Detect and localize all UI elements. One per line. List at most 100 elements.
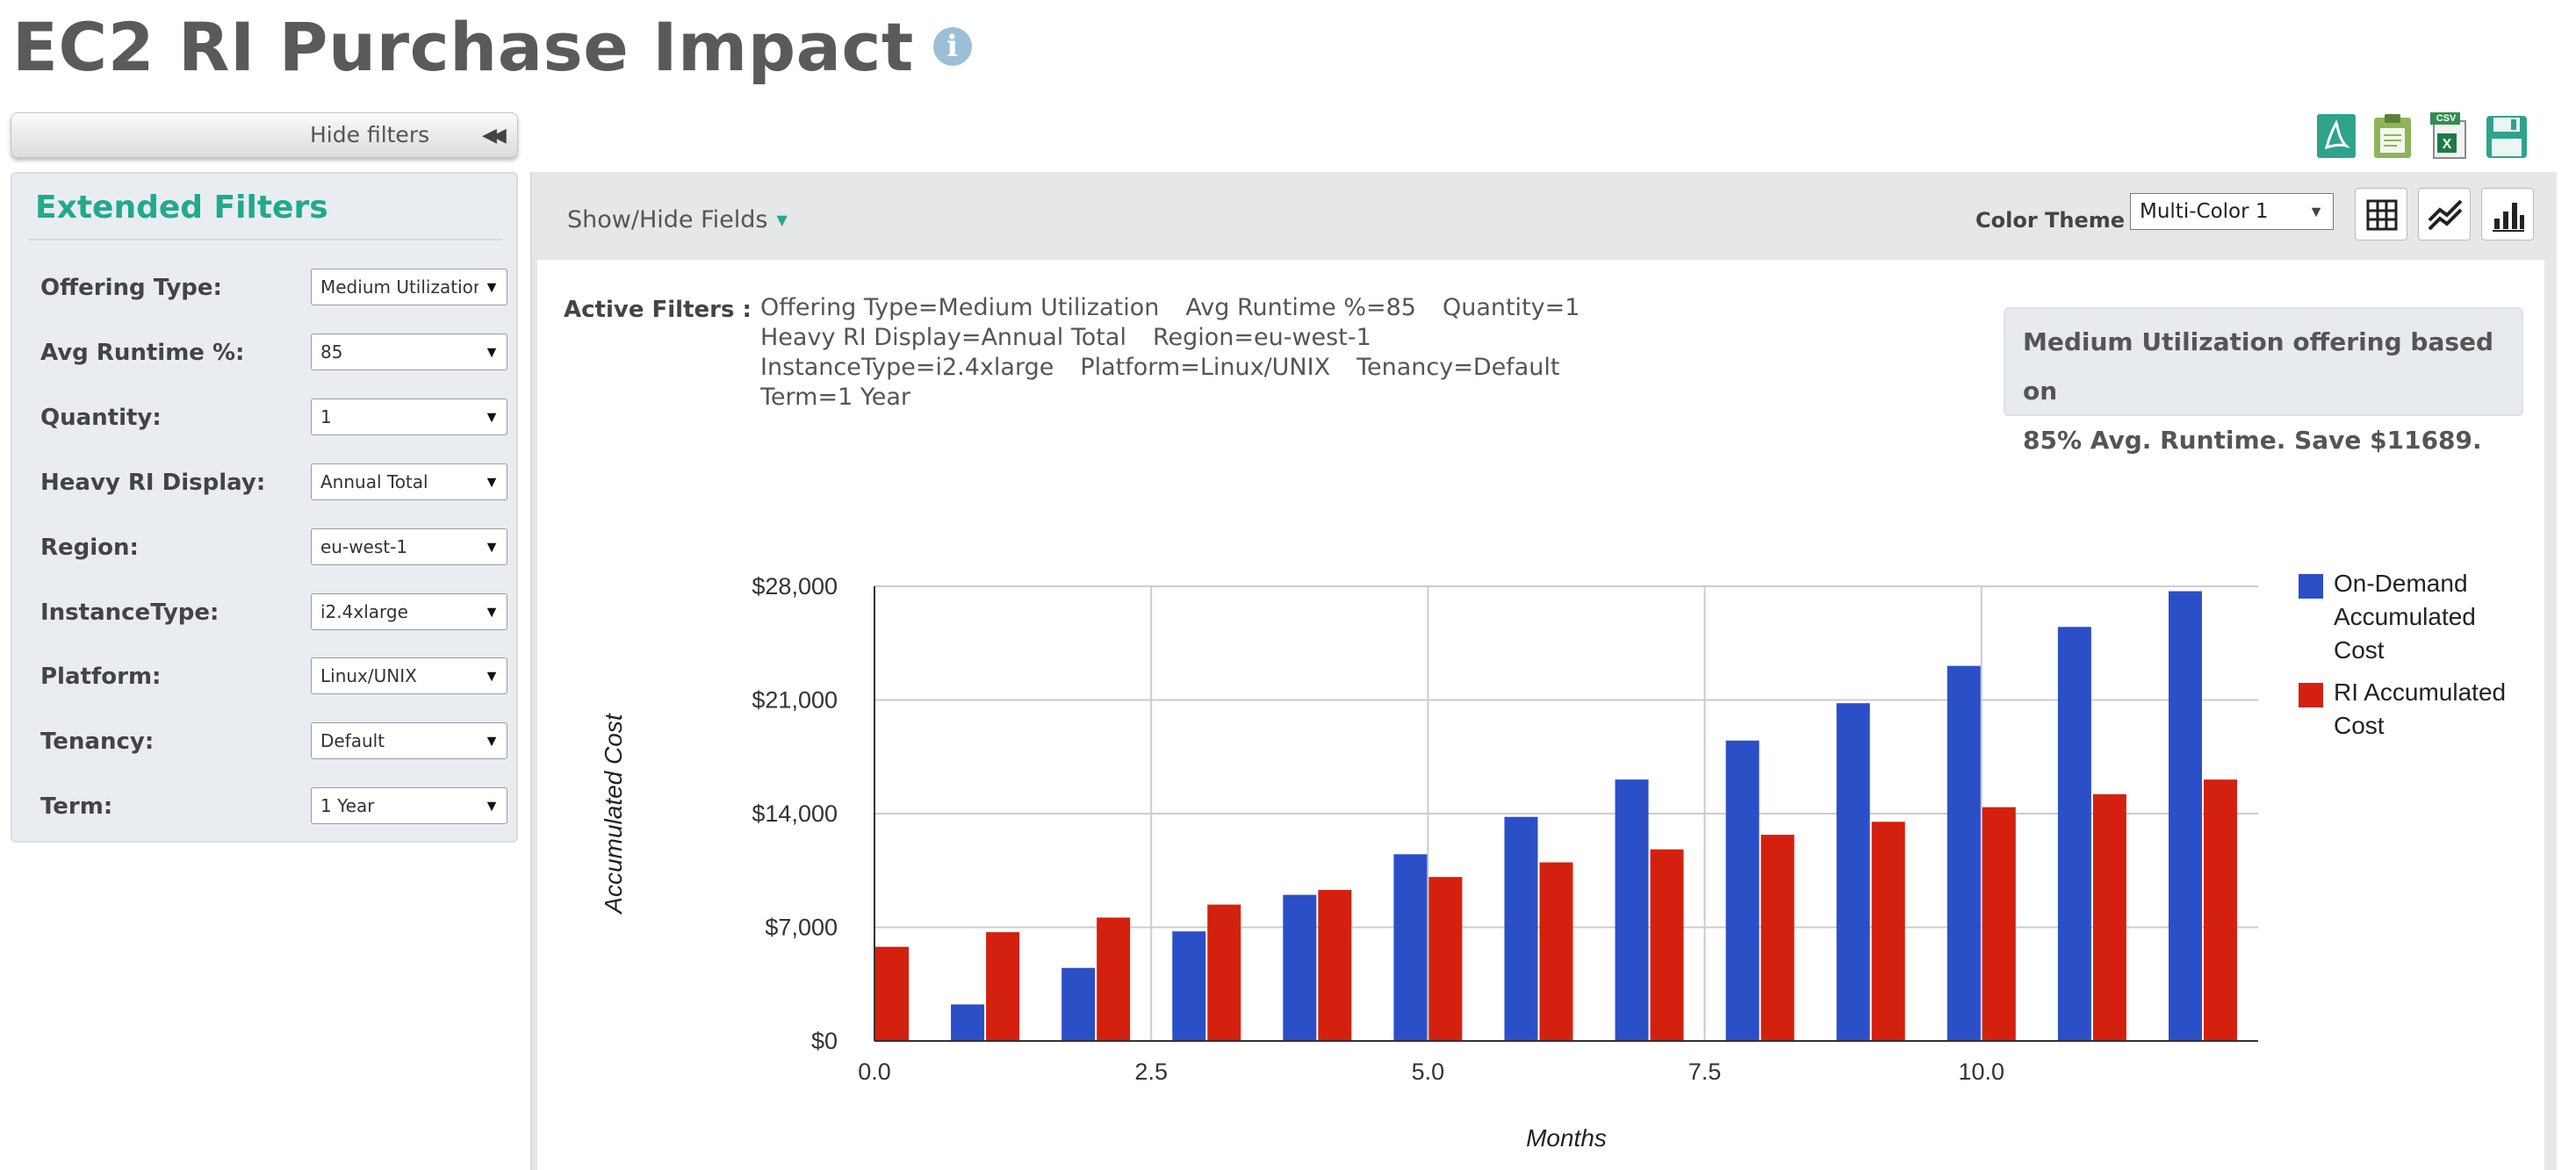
filter-select-value: 1 Year <box>320 795 375 816</box>
filter-label: InstanceType: <box>40 599 219 626</box>
bar-chart-icon <box>2493 203 2524 232</box>
x-tick-label: 0.0 <box>858 1059 891 1085</box>
color-theme-label: Color Theme <box>1975 208 2126 233</box>
filter-select-value: Default <box>320 730 385 751</box>
active-filter-item: Term=1 Year <box>760 384 910 411</box>
filter-select[interactable]: Annual Total ▼ <box>311 463 507 500</box>
filter-select[interactable]: eu-west-1 ▼ <box>311 528 507 565</box>
filter-label: Term: <box>40 793 113 820</box>
savings-line-2: 85% Avg. Runtime. Save $11689. <box>2023 426 2482 455</box>
filter-select-value: Annual Total <box>320 471 428 492</box>
bar-on-demand <box>1725 740 1759 1041</box>
table-view-icon <box>2366 199 2398 231</box>
bar-chart-button[interactable] <box>2481 188 2534 240</box>
bar-on-demand <box>2057 627 2091 1041</box>
clipboard-export-icon[interactable] <box>2371 112 2414 160</box>
chevron-down-icon: ▼ <box>2308 203 2324 220</box>
filters-divider <box>28 239 502 240</box>
bar-on-demand <box>1504 816 1538 1041</box>
bar-on-demand <box>1836 703 1870 1041</box>
active-filters-label: Active Filters : <box>564 297 752 323</box>
filter-row: Quantity: 1 ▼ <box>12 397 516 439</box>
pdf-export-icon[interactable] <box>2314 112 2358 160</box>
legend-label: Cost <box>2334 636 2385 664</box>
active-filter-item: Region=eu-west-1 <box>1152 324 1371 351</box>
active-filters-line: InstanceType=i2.4xlarge Platform=Linux/UN… <box>760 353 1726 383</box>
bar-ri <box>2203 779 2237 1041</box>
filter-select[interactable]: Default ▼ <box>311 722 507 759</box>
active-filters-line: Term=1 Year <box>760 383 1726 413</box>
bar-on-demand <box>951 1004 985 1041</box>
chevron-down-icon: ▼ <box>484 408 500 426</box>
filter-row: Tenancy: Default ▼ <box>12 721 516 763</box>
filter-row: Region: eu-west-1 ▼ <box>12 527 516 569</box>
chevron-down-icon: ▼ <box>484 603 500 621</box>
active-filters-list: Offering Type=Medium Utilization Avg Runt… <box>760 293 1726 413</box>
table-view-button[interactable] <box>2355 188 2407 240</box>
bar-ri <box>1539 862 1573 1041</box>
y-tick-label: $0 <box>811 1028 838 1054</box>
color-theme-select[interactable]: Multi-Color 1 ▼ <box>2130 193 2334 230</box>
line-chart-button[interactable] <box>2418 188 2471 240</box>
active-filter-item: Tenancy=Default <box>1356 354 1560 381</box>
chevron-down-icon: ▼ <box>484 797 500 815</box>
filter-label: Region: <box>40 535 139 561</box>
page-title: EC2 RI Purchase Impact i <box>12 4 972 91</box>
filter-label: Avg Runtime %: <box>40 340 245 366</box>
bar-ri <box>1650 849 1684 1041</box>
filter-select[interactable]: 1 ▼ <box>311 398 507 435</box>
bar-on-demand <box>2168 591 2202 1041</box>
double-chevron-left-icon: ◀◀ <box>482 124 507 146</box>
save-icon[interactable] <box>2485 112 2529 160</box>
bar-ri <box>1207 904 1241 1041</box>
legend-label: RI Accumulated <box>2334 678 2506 706</box>
filter-select[interactable]: i2.4xlarge ▼ <box>311 593 507 630</box>
bar-on-demand <box>1172 931 1206 1041</box>
filter-row: Heavy RI Display: Annual Total ▼ <box>12 462 516 504</box>
bar-ri <box>875 946 909 1041</box>
hide-filters-label: Hide filters <box>310 122 430 147</box>
filter-row: Platform: Linux/UNIX ▼ <box>12 656 516 698</box>
report-main: Show/Hide Fields ▼ Color Theme Multi-Colo… <box>530 172 2557 1170</box>
active-filter-item: Platform=Linux/UNIX <box>1080 354 1331 381</box>
filter-row: InstanceType: i2.4xlarge ▼ <box>12 592 516 634</box>
legend-swatch <box>2299 683 2323 707</box>
x-axis-title: Months <box>1526 1124 1607 1152</box>
x-tick-label: 2.5 <box>1134 1059 1168 1085</box>
legend-swatch <box>2299 574 2323 599</box>
filter-select[interactable]: 1 Year ▼ <box>311 787 507 824</box>
legend-label: Cost <box>2334 712 2385 739</box>
filter-select-value: 85 <box>320 341 343 362</box>
filter-select-value: Medium Utilization <box>320 276 479 298</box>
x-tick-label: 7.5 <box>1688 1059 1722 1085</box>
active-filter-item: Offering Type=Medium Utilization <box>760 294 1160 321</box>
filter-select[interactable]: Linux/UNIX ▼ <box>311 657 507 694</box>
y-tick-label: $7,000 <box>765 915 838 941</box>
csv-export-icon[interactable]: X CSV <box>2427 112 2471 160</box>
chevron-down-icon: ▼ <box>484 343 500 361</box>
csv-badge: CSV <box>2436 113 2457 124</box>
report-content: Active Filters : Offering Type=Medium Ut… <box>537 260 2544 1170</box>
active-filter-item: Heavy RI Display=Annual Total <box>760 324 1126 351</box>
filter-select-value: 1 <box>320 406 332 427</box>
filter-row: Term: 1 Year ▼ <box>12 786 516 828</box>
hide-filters-button[interactable]: Hide filters ◀◀ <box>11 112 518 158</box>
filter-select[interactable]: Medium Utilization ▼ <box>311 269 507 305</box>
bar-ri <box>1318 889 1352 1041</box>
chevron-down-icon: ▼ <box>484 538 500 556</box>
x-tick-label: 5.0 <box>1412 1059 1445 1085</box>
filter-select-value: eu-west-1 <box>320 536 408 557</box>
bar-ri <box>1982 807 2016 1041</box>
filter-select-value: Linux/UNIX <box>320 665 417 686</box>
info-icon[interactable]: i <box>932 27 972 66</box>
filter-label: Quantity: <box>40 405 162 431</box>
extended-filters-panel: Extended Filters Offering Type: Medium Ut… <box>11 172 518 843</box>
show-hide-fields-button[interactable]: Show/Hide Fields ▼ <box>567 198 788 242</box>
chevron-down-icon: ▼ <box>484 667 500 685</box>
filter-select-value: i2.4xlarge <box>320 601 408 622</box>
active-filters-line: Offering Type=Medium Utilization Avg Runt… <box>760 293 1726 323</box>
legend-label: On-Demand <box>2334 570 2468 597</box>
active-filters-line: Heavy RI Display=Annual Total Region=eu-w… <box>760 323 1726 353</box>
filter-label: Tenancy: <box>40 729 155 755</box>
filter-select[interactable]: 85 ▼ <box>311 334 507 370</box>
